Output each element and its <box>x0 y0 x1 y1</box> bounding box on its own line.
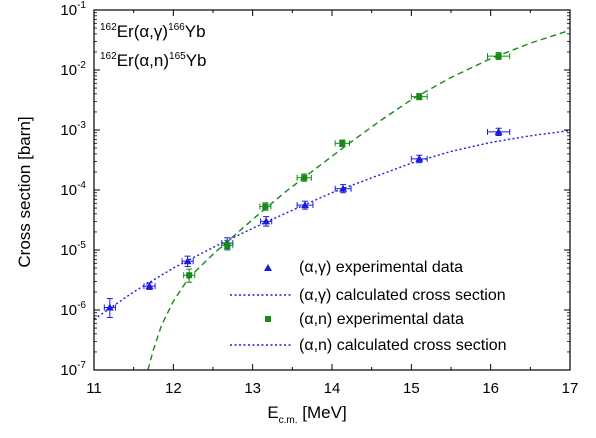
legend-label: (α,n) experimental data <box>299 311 464 328</box>
y-tick-label: 10-2 <box>60 60 86 79</box>
legend-label: (α,γ) experimental data <box>299 259 463 276</box>
legend-item: (α,n) experimental data <box>265 311 464 328</box>
triangle-marker <box>301 201 310 209</box>
data-point <box>410 154 428 164</box>
triangle-marker <box>415 154 424 162</box>
data-point <box>296 200 314 210</box>
data-point <box>259 202 272 211</box>
square-marker <box>495 53 502 60</box>
square-marker <box>262 203 269 210</box>
data-point <box>183 268 196 283</box>
x-tick-label: 14 <box>324 380 341 397</box>
square-marker <box>301 174 308 181</box>
y-tick-label: 10-7 <box>60 360 86 379</box>
y-tick-label: 10-3 <box>60 120 86 139</box>
data-point <box>486 52 511 60</box>
reaction-label-an: 162Er(α,n)165Yb <box>100 51 207 70</box>
experimental-points <box>103 52 511 318</box>
legend: (α,γ) experimental data (α,γ) calculated … <box>230 259 507 354</box>
calculated-curve-1 <box>93 129 571 320</box>
legend-item: (α,n) calculated cross section <box>230 337 507 354</box>
x-axis-title: Ec.m. [MeV] <box>267 403 346 426</box>
triangle-marker <box>339 184 348 192</box>
calculated-curve-3 <box>147 29 571 371</box>
x-tick-label: 17 <box>562 380 579 397</box>
triangle-marker <box>105 303 114 311</box>
square-marker <box>339 140 346 147</box>
calculated-curves <box>93 29 571 371</box>
x-tick-label: 13 <box>244 380 261 397</box>
legend-triangle-icon <box>264 264 272 271</box>
data-point <box>181 255 194 268</box>
square-marker <box>416 93 423 100</box>
x-tick-label: 16 <box>482 380 499 397</box>
y-tick-label: 10-5 <box>60 240 86 259</box>
legend-item: (α,γ) experimental data <box>264 259 463 276</box>
y-tick-label: 10-4 <box>60 180 86 199</box>
x-tick-label: 12 <box>165 380 182 397</box>
triangle-marker <box>262 217 271 225</box>
data-point <box>221 239 234 251</box>
data-point <box>260 216 273 227</box>
legend-label: (α,γ) calculated cross section <box>299 287 506 304</box>
legend-label: (α,n) calculated cross section <box>299 337 507 354</box>
triangle-marker <box>494 127 503 135</box>
reaction-label-ag: 162Er(α,γ)166Yb <box>100 22 206 41</box>
x-tick-label: 11 <box>86 380 102 397</box>
y-tick-label: 10-6 <box>60 300 86 319</box>
data-point <box>334 184 352 194</box>
data-point <box>410 93 428 101</box>
data-point <box>103 298 116 318</box>
legend-square-icon <box>265 316 271 322</box>
triangle-marker <box>145 282 154 290</box>
data-point <box>296 173 312 182</box>
axes: 11 12 13 14 15 16 17 10-7 10-6 10-5 10-4 10-3 10-2 10… <box>60 0 578 397</box>
square-marker <box>186 272 193 279</box>
data-point <box>334 139 350 148</box>
square-marker <box>224 242 231 249</box>
y-tick-label: 10-1 <box>60 0 86 19</box>
legend-item: (α,γ) calculated cross section <box>230 287 506 304</box>
data-point <box>143 282 156 290</box>
data-point <box>486 127 511 136</box>
triangle-marker <box>183 257 192 265</box>
x-tick-label: 15 <box>403 380 420 397</box>
y-axis-title: Cross section [barn] <box>15 116 34 267</box>
